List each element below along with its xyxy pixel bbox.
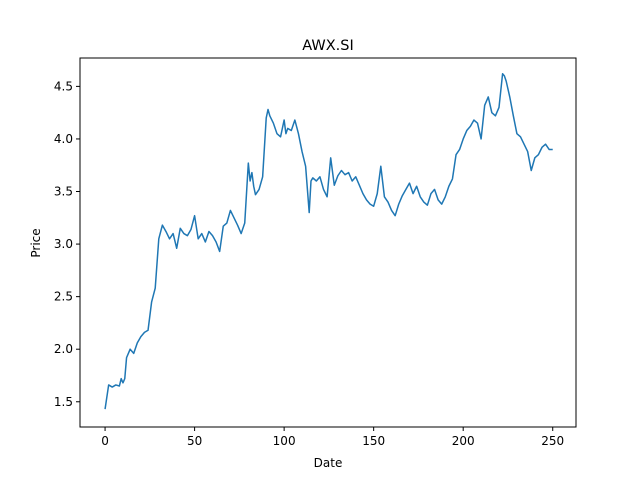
x-tick-label: 0 xyxy=(101,434,109,448)
y-axis: 1.5 2.0 2.5 3.0 3.5 4.0 4.5 xyxy=(54,79,80,409)
x-axis: 0 50 100 150 200 250 xyxy=(101,427,564,448)
y-tick-label: 1.5 xyxy=(54,395,73,409)
axes-frame xyxy=(79,57,577,428)
x-axis-label: Date xyxy=(314,456,343,470)
y-tick-label: 2.5 xyxy=(54,290,73,304)
y-axis-label: Price xyxy=(29,228,43,257)
x-tick-label: 150 xyxy=(362,434,385,448)
price-series-line xyxy=(104,73,553,410)
x-tick-label: 200 xyxy=(452,434,475,448)
x-tick-label: 50 xyxy=(187,434,202,448)
y-tick-label: 3.0 xyxy=(54,237,73,251)
chart-title: AWX.SI xyxy=(302,38,354,54)
y-tick-label: 3.5 xyxy=(54,185,73,199)
y-tick-label: 2.0 xyxy=(54,342,73,356)
x-tick-label: 100 xyxy=(273,434,296,448)
x-tick-label: 250 xyxy=(541,434,564,448)
y-tick-label: 4.0 xyxy=(54,132,73,146)
y-tick-label: 4.5 xyxy=(54,79,73,93)
plot-area xyxy=(104,73,553,410)
